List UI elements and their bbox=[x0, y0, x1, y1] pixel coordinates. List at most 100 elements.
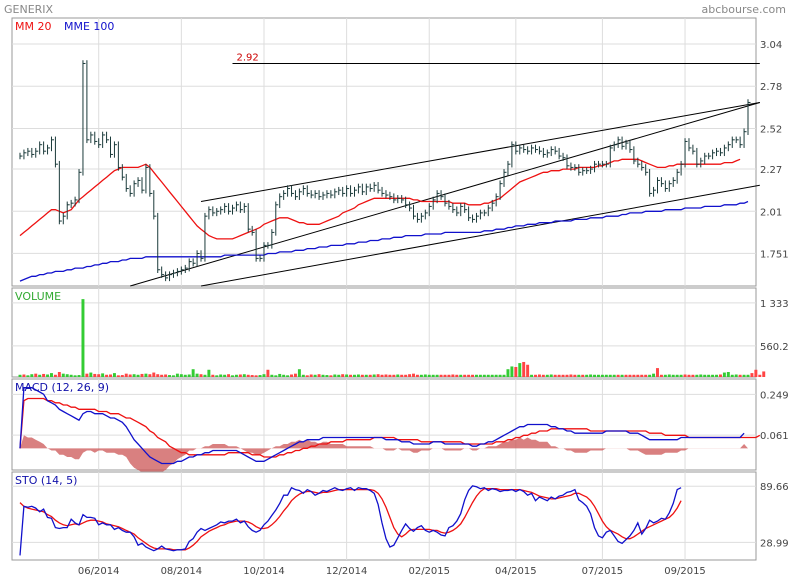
volume-bar bbox=[510, 366, 514, 377]
volume-bar bbox=[364, 374, 368, 377]
volume-bar bbox=[545, 374, 549, 377]
x-tick-label: 08/2014 bbox=[161, 566, 203, 577]
volume-bar bbox=[675, 374, 679, 377]
volume-bar bbox=[46, 374, 50, 377]
volume-bar bbox=[179, 374, 183, 377]
resistance-label: 2.92 bbox=[236, 52, 258, 63]
volume-bar bbox=[506, 369, 510, 377]
volume-bar bbox=[128, 374, 132, 377]
volume-bar bbox=[42, 373, 46, 377]
volume-bar bbox=[356, 374, 360, 377]
y-tick-label: 560.2 bbox=[760, 342, 789, 353]
volume-bar bbox=[754, 369, 758, 377]
volume-bar bbox=[490, 374, 494, 377]
volume-bar bbox=[353, 374, 356, 377]
volume-bar bbox=[183, 374, 187, 377]
volume-bar bbox=[309, 374, 313, 377]
volume-bar bbox=[297, 369, 301, 377]
volume-bar bbox=[211, 374, 215, 377]
volume-bar bbox=[762, 371, 766, 377]
volume-bar bbox=[50, 373, 53, 377]
volume-bar bbox=[392, 374, 396, 377]
volume-bar bbox=[549, 374, 553, 377]
volume-bar bbox=[439, 374, 443, 377]
volume-bar bbox=[412, 373, 415, 377]
volume-bar bbox=[34, 373, 38, 377]
volume-bar bbox=[301, 374, 305, 377]
volume-bar bbox=[333, 374, 337, 377]
volume-bar bbox=[207, 369, 211, 377]
sto-k-line bbox=[19, 485, 682, 556]
volume-bar bbox=[569, 374, 573, 377]
volume-bar bbox=[160, 374, 164, 377]
volume-bar bbox=[53, 374, 57, 377]
volume-bar bbox=[278, 373, 282, 377]
volume-bar bbox=[463, 374, 467, 377]
volume-bar bbox=[376, 374, 380, 377]
volume-bar bbox=[360, 374, 364, 377]
legend-mm20: MM 20 bbox=[15, 20, 51, 33]
volume-title: VOLUME bbox=[15, 290, 61, 303]
y-tick-label: 2.78 bbox=[760, 82, 782, 93]
volume-bar bbox=[443, 374, 447, 377]
volume-bar bbox=[286, 375, 290, 377]
volume-bar bbox=[266, 369, 270, 377]
volume-bar bbox=[514, 366, 518, 377]
volume-bar bbox=[140, 373, 144, 377]
macd-histogram bbox=[20, 435, 748, 475]
volume-bar bbox=[345, 374, 349, 377]
volume-bar bbox=[671, 374, 675, 377]
volume-bar bbox=[105, 374, 109, 377]
volume-bar bbox=[231, 375, 234, 377]
volume-bar bbox=[219, 374, 223, 377]
volume-bar bbox=[112, 373, 116, 377]
volume-bar bbox=[530, 374, 534, 377]
volume-bar bbox=[750, 373, 754, 377]
volume-bar bbox=[730, 374, 734, 377]
volume-bar bbox=[18, 374, 22, 377]
volume-bar bbox=[120, 375, 124, 377]
volume-bar bbox=[223, 374, 227, 377]
volume-bar bbox=[30, 374, 34, 377]
volume-bar bbox=[687, 374, 691, 377]
volume-bar bbox=[656, 368, 659, 377]
macd-line bbox=[19, 387, 745, 465]
volume-bar bbox=[313, 374, 317, 377]
volume-bar bbox=[124, 373, 128, 377]
panel-frame-3 bbox=[11, 471, 757, 561]
volume-bar bbox=[85, 373, 89, 377]
volume-bar bbox=[600, 374, 604, 377]
volume-bar bbox=[471, 374, 475, 377]
site-label[interactable]: abcbourse.com bbox=[702, 3, 786, 16]
volume-bar bbox=[734, 374, 738, 377]
volume-bar bbox=[250, 375, 254, 377]
y-tick-label: 0.061 bbox=[760, 431, 789, 442]
volume-bar bbox=[116, 375, 120, 377]
volume-bar bbox=[242, 374, 246, 377]
macd-title: MACD (12, 26, 9) bbox=[15, 381, 109, 394]
volume-bar bbox=[758, 374, 762, 377]
volume-bar bbox=[93, 373, 97, 377]
volume-bar bbox=[262, 374, 266, 377]
volume-bar bbox=[498, 374, 502, 377]
volume-bar bbox=[616, 374, 620, 377]
y-tick-label: 3.04 bbox=[760, 40, 782, 51]
y-tick-label: 2.01 bbox=[760, 207, 782, 218]
y-tick-label: 1 333 bbox=[760, 299, 789, 310]
volume-bar bbox=[447, 374, 451, 377]
volume-bar bbox=[722, 372, 726, 377]
volume-bar bbox=[667, 374, 671, 377]
volume-bar bbox=[573, 374, 577, 377]
y-tick-label: 0.249 bbox=[760, 390, 789, 401]
x-tick-label: 06/2014 bbox=[78, 566, 120, 577]
volume-bar bbox=[691, 374, 695, 377]
volume-bar bbox=[537, 374, 541, 377]
volume-bar bbox=[408, 374, 412, 377]
volume-bar bbox=[203, 374, 207, 377]
x-tick-label: 04/2015 bbox=[495, 566, 537, 577]
volume-bar bbox=[624, 374, 628, 377]
volume-bar bbox=[156, 374, 160, 377]
trend-line bbox=[200, 101, 760, 203]
